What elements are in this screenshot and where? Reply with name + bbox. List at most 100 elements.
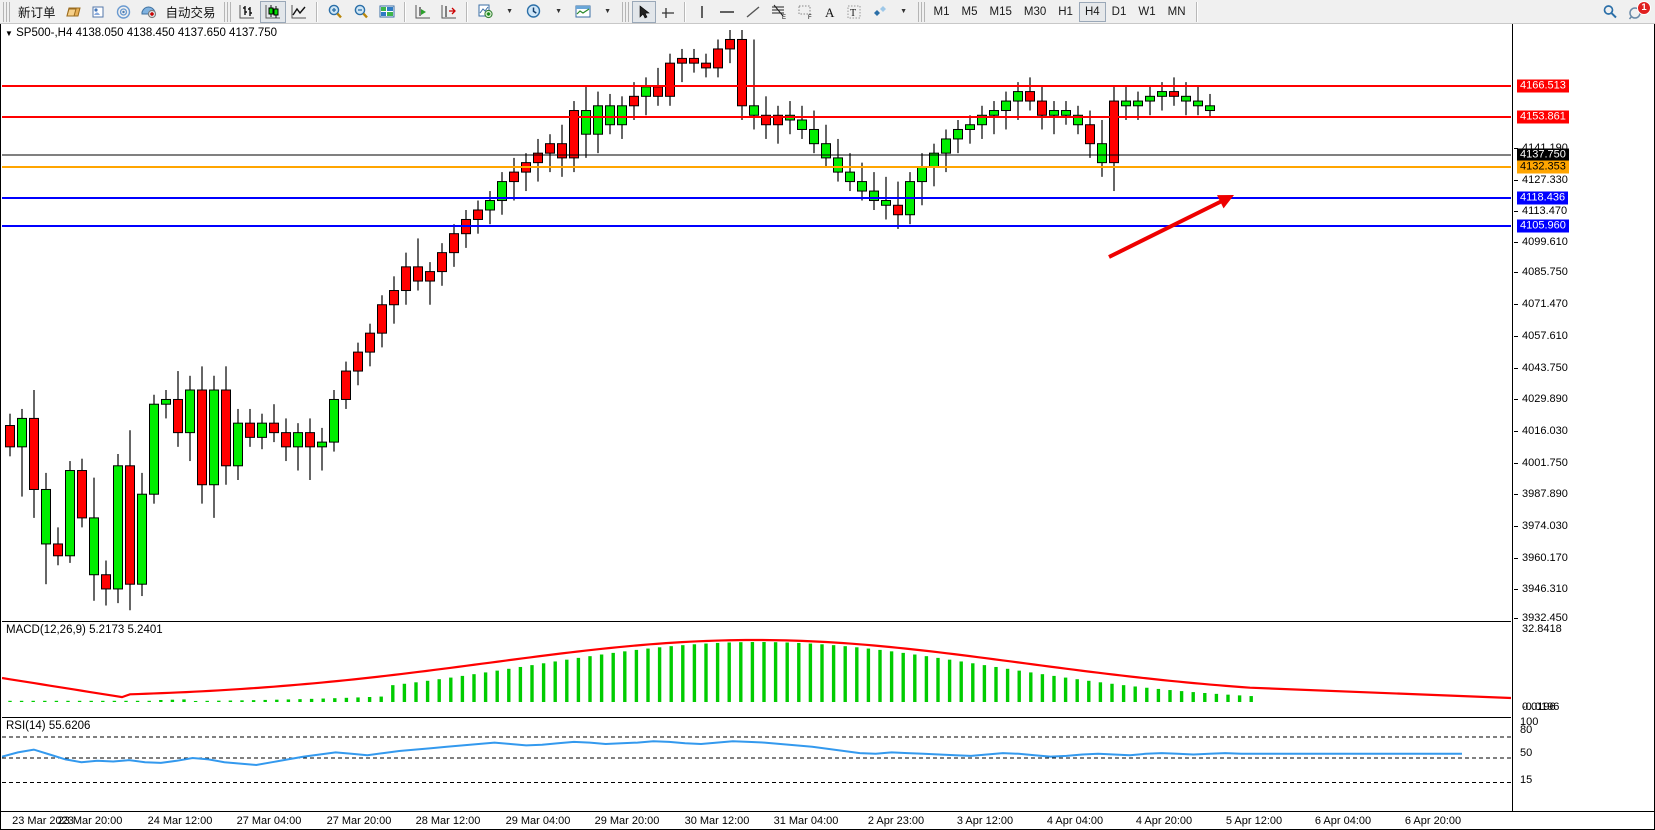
shapes-dropdown-caret[interactable]: ▼: [900, 8, 907, 15]
price-pane[interactable]: [2, 30, 1511, 615]
toolbar-grip-3[interactable]: [621, 1, 629, 22]
price-tick-mark: [1514, 272, 1518, 273]
notification-icon[interactable]: 1: [1623, 0, 1651, 23]
time-label: 3 Apr 12:00: [956, 815, 1014, 827]
trend-line-icon[interactable]: [740, 1, 766, 23]
price-tick-3932.450: 3932.450: [1522, 612, 1568, 624]
price-level-lines: [2, 85, 1511, 227]
timeframe-w1[interactable]: W1: [1138, 5, 1156, 18]
rsi-series: [2, 736, 1511, 783]
price-tick-mark: [1514, 431, 1518, 432]
toolbar-grip-4[interactable]: [917, 1, 925, 22]
time-label: 5 Apr 12:00: [1225, 815, 1283, 827]
macd-tick-32.8418: 32.8418: [1522, 623, 1562, 635]
template-icon[interactable]: [570, 1, 596, 23]
time-axis[interactable]: 23 Mar 2023 23 Mar 20:00 24 Mar 12:00 27 Ma…: [1, 811, 1655, 829]
pointer-icon[interactable]: [631, 0, 656, 23]
macd-tick--0.0196: -0.0196: [1522, 701, 1560, 713]
price-tick-3960.170: 3960.170: [1522, 552, 1568, 564]
time-label: 4 Apr 04:00: [1046, 815, 1104, 827]
price-tag-4105.960: 4105.960: [1517, 219, 1569, 233]
crosshair-icon[interactable]: [656, 1, 680, 23]
bar-chart-icon[interactable]: [234, 1, 260, 23]
horizontal-line-icon[interactable]: [714, 1, 740, 23]
folder-icon[interactable]: [61, 1, 86, 23]
price-tick-4057.610: 4057.610: [1522, 330, 1568, 342]
expert-advisor-icon[interactable]: [136, 1, 161, 23]
chart-shift-icon[interactable]: [410, 1, 436, 23]
price-tick-3974.030: 3974.030: [1522, 520, 1568, 532]
timeframe-m15[interactable]: M15: [989, 5, 1012, 18]
text-icon[interactable]: T: [842, 1, 866, 23]
time-label: 24 Mar 12:00: [147, 815, 213, 827]
fibonacci-icon[interactable]: E: [766, 1, 792, 23]
price-tag-4153.861: 4153.861: [1517, 110, 1569, 124]
time-label: 28 Mar 12:00: [415, 815, 481, 827]
price-tick-mark: [1514, 589, 1518, 590]
time-label: 23 Mar 2023: [12, 815, 74, 827]
rsi-tick-80: 80: [1520, 724, 1533, 736]
chart-window[interactable]: ▼ SP500-,H4 4138.050 4138.450 4137.650 4…: [0, 24, 1655, 830]
search-icon[interactable]: [1597, 1, 1623, 23]
price-tick-mark: [1514, 399, 1518, 400]
period-dropdown-caret[interactable]: ▼: [555, 8, 562, 15]
symbol-ohlc-text: SP500-,H4 4138.050 4138.450 4137.650 413…: [16, 27, 278, 39]
equidistant-channel-icon[interactable]: F: [792, 1, 818, 23]
svg-text:T: T: [850, 8, 856, 19]
rsi-tick-15: 15: [1520, 774, 1533, 786]
macd-label: MACD(12,26,9) 5.2173 5.2401: [6, 624, 166, 636]
vertical-line-icon[interactable]: [690, 1, 714, 23]
zoom-out-icon[interactable]: [348, 1, 374, 23]
timeframe-h4[interactable]: H4: [1078, 1, 1106, 22]
price-tick-3987.890: 3987.890: [1522, 488, 1568, 500]
candlestick-series: [5, 30, 1215, 611]
price-tick-mark: [1514, 180, 1518, 181]
indicator-icon[interactable]: [472, 1, 498, 23]
timeframe-m30[interactable]: M30: [1023, 5, 1047, 18]
timeframe-m5[interactable]: M5: [961, 5, 978, 18]
template-dropdown-caret[interactable]: ▼: [604, 8, 611, 15]
price-tick-4016.030: 4016.030: [1522, 425, 1568, 437]
time-label: 27 Mar 04:00: [236, 815, 302, 827]
price-tick-mark: [1514, 618, 1518, 619]
macd-pane[interactable]: MACD(12,26,9) 5.2173 5.2401: [2, 621, 1511, 715]
period-icon[interactable]: [521, 1, 547, 23]
toolbar-grip[interactable]: [3, 1, 10, 22]
main-toolbar: 新订单 自动交易 ▼ ▼: [0, 0, 1655, 24]
price-tick-mark: [1514, 368, 1518, 369]
rsi-pane[interactable]: RSI(14) 55.6206: [2, 717, 1511, 793]
text-label-icon[interactable]: A: [818, 1, 842, 23]
triangle-down-icon[interactable]: ▼: [5, 29, 13, 38]
shapes-icon[interactable]: [866, 1, 892, 23]
indicator-dropdown-caret[interactable]: ▼: [506, 8, 513, 15]
print-preview-icon[interactable]: [86, 1, 111, 23]
toolbar-grip-2[interactable]: [223, 1, 231, 22]
price-axis[interactable]: 4166.5134153.8614141.1904137.7504132.353…: [1512, 24, 1655, 811]
price-tick-mark: [1514, 336, 1518, 337]
chart-symbol-header: ▼ SP500-,H4 4138.050 4138.450 4137.650 4…: [5, 27, 281, 39]
timeframe-h1[interactable]: H1: [1058, 5, 1073, 18]
zoom-in-icon[interactable]: [322, 1, 348, 23]
price-tick-mark: [1514, 242, 1518, 243]
timeframe-m1[interactable]: M1: [933, 5, 950, 18]
chart-annotations[interactable]: [2, 30, 1511, 615]
candlestick-chart-icon[interactable]: [259, 0, 286, 23]
price-tick-mark: [1514, 526, 1518, 527]
price-tick-mark: [1514, 211, 1518, 212]
rsi-tick-100: 100: [1520, 716, 1539, 728]
autotrade-button[interactable]: 自动交易: [165, 6, 216, 20]
time-label: 6 Apr 04:00: [1314, 815, 1372, 827]
timeframe-mn[interactable]: MN: [1167, 5, 1186, 18]
timeframe-d1[interactable]: D1: [1111, 5, 1127, 18]
price-tick-4085.750: 4085.750: [1522, 266, 1568, 278]
time-label: 4 Apr 20:00: [1135, 815, 1193, 827]
price-tag-4132.353: 4132.353: [1517, 160, 1569, 174]
time-label: 31 Mar 04:00: [773, 815, 839, 827]
time-label: 27 Mar 20:00: [326, 815, 392, 827]
data-window-icon[interactable]: [374, 1, 400, 23]
line-chart-icon[interactable]: [286, 1, 312, 23]
auto-scroll-icon[interactable]: [436, 1, 462, 23]
signals-icon[interactable]: [111, 1, 136, 23]
new-order-button[interactable]: 新订单: [18, 6, 56, 20]
svg-text:E: E: [782, 15, 786, 20]
